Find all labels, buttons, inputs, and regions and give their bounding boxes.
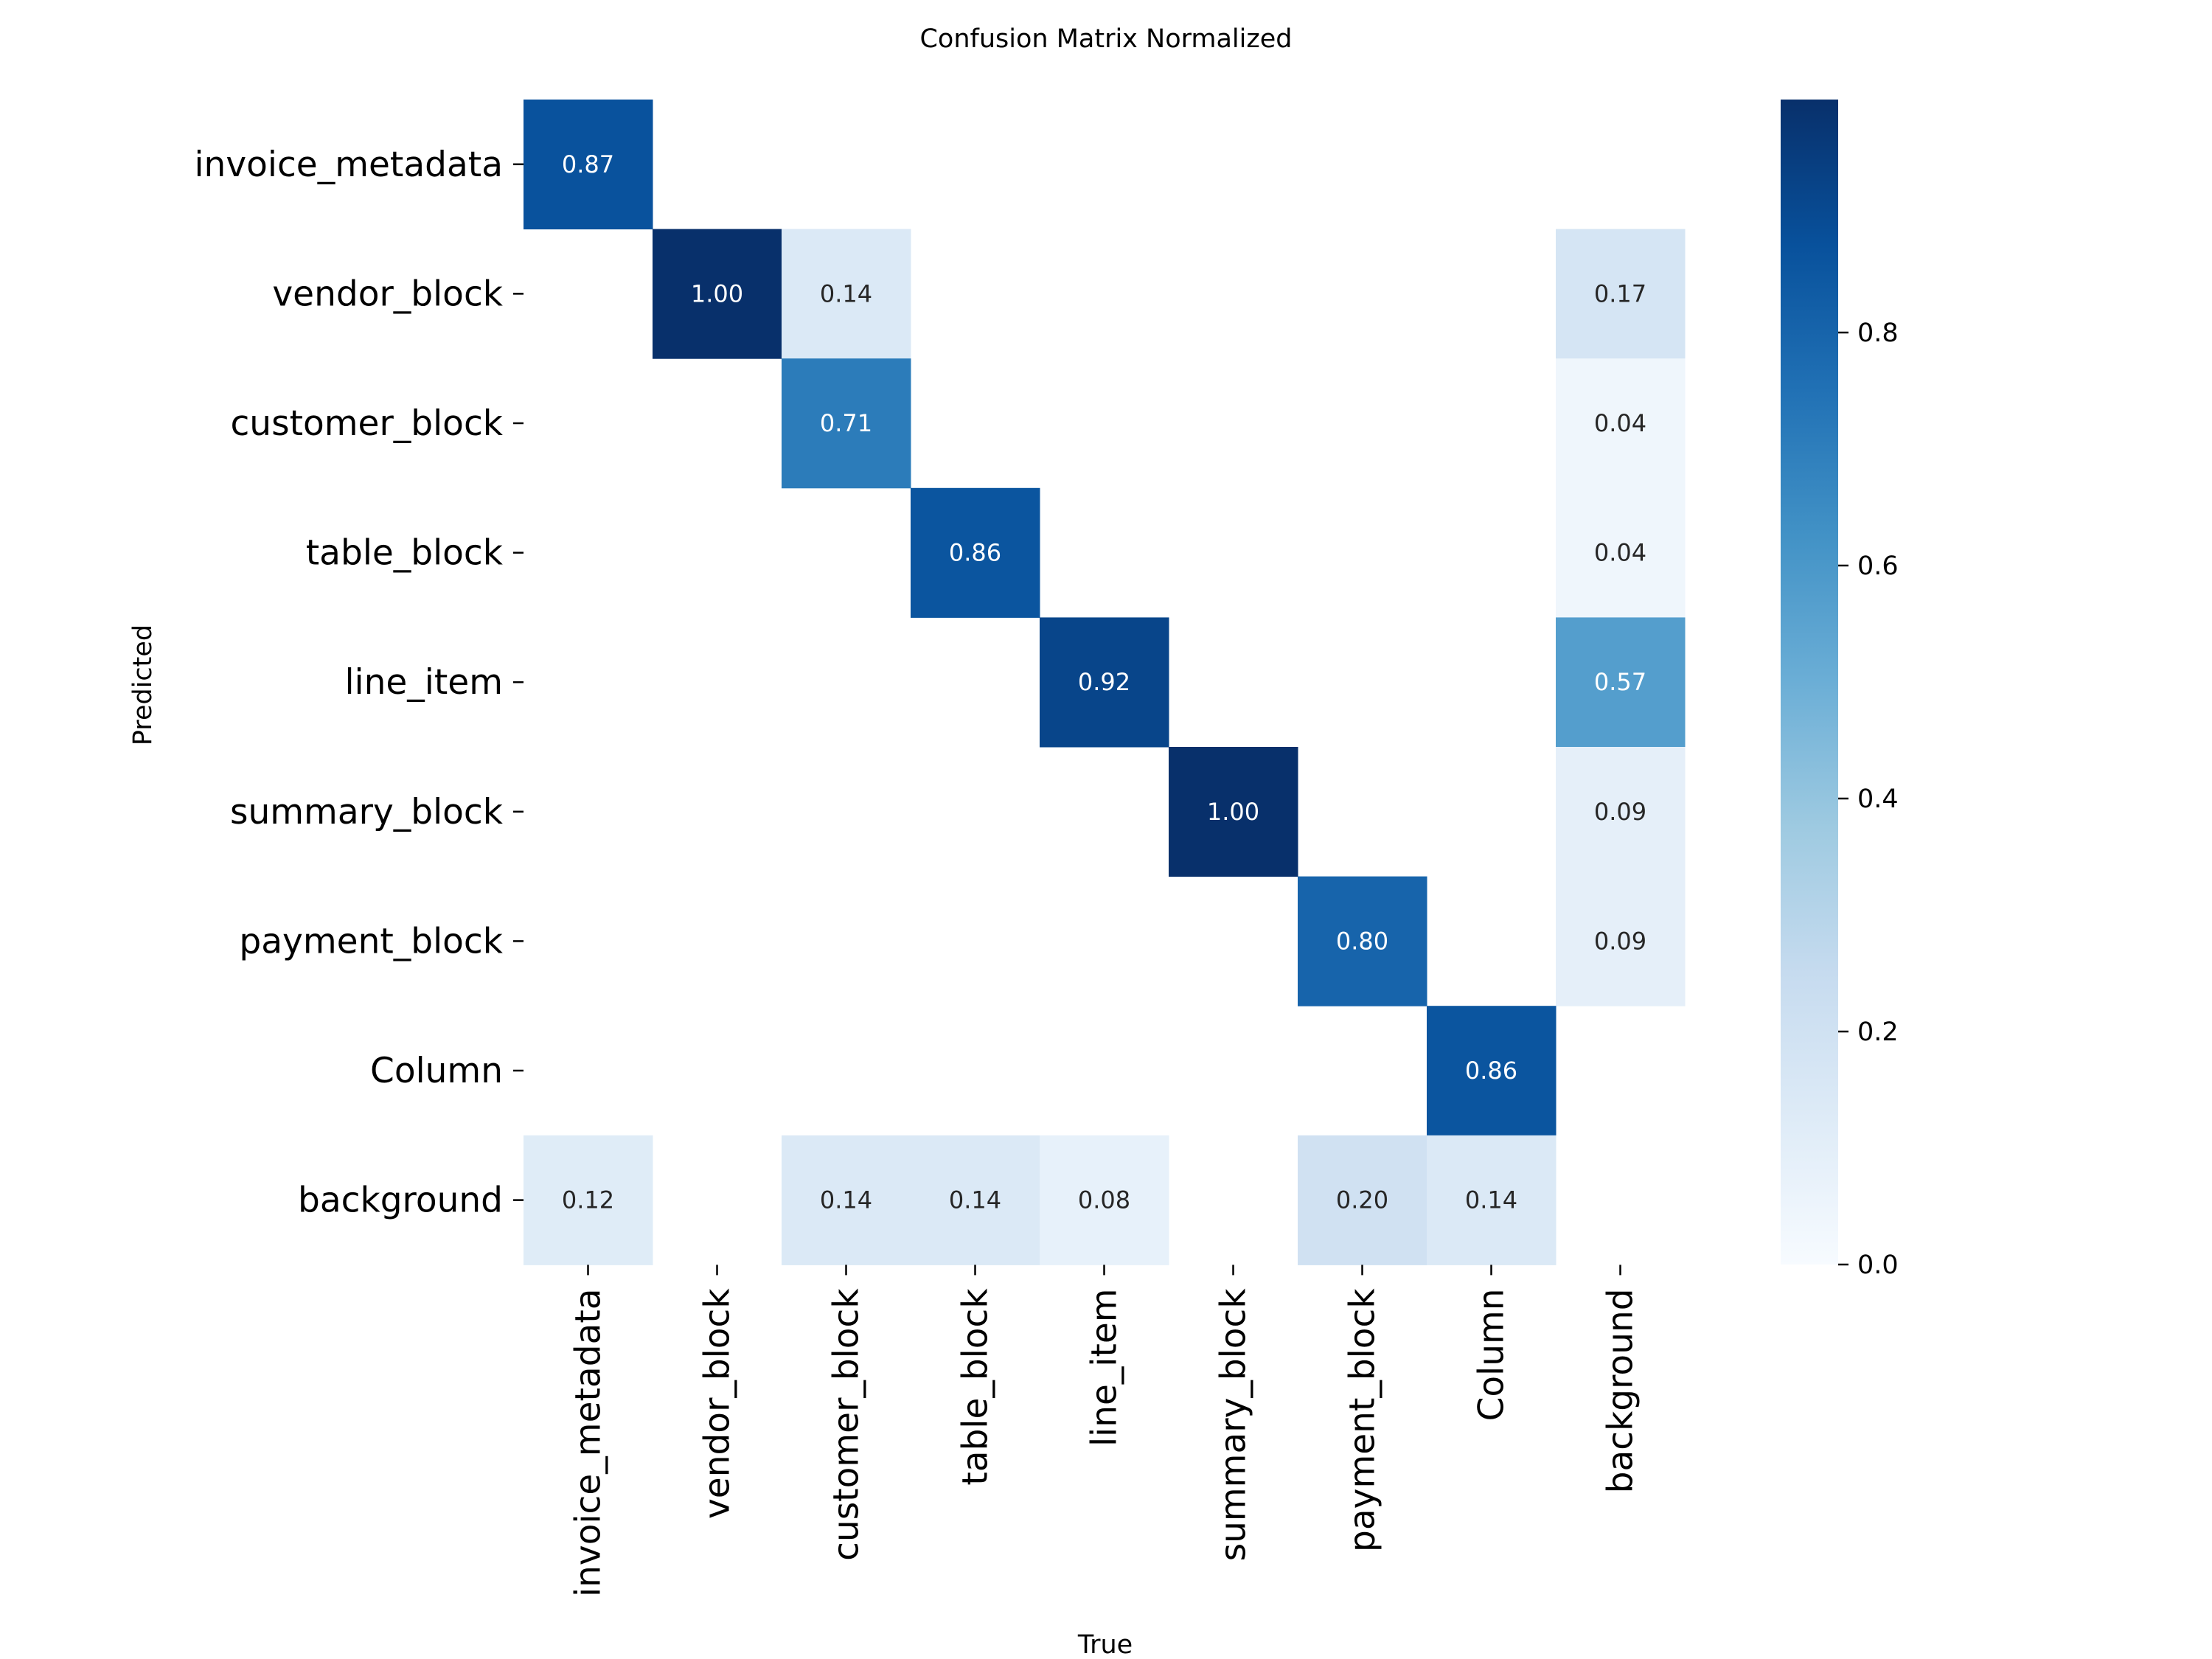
cell-value-label: 0.08	[1078, 1186, 1130, 1214]
cell-value-label: 0.92	[1078, 668, 1130, 696]
y-axis-ticks: invoice_metadata vendor_block customer_blo…	[194, 145, 524, 1221]
x-tick-label: Column	[1472, 1288, 1512, 1421]
x-tick-label: customer_block	[827, 1288, 867, 1561]
cell-value-label: 0.04	[1594, 539, 1646, 567]
y-tick-label: invoice_metadata	[194, 145, 503, 185]
heatmap-cell	[911, 1135, 1040, 1265]
cell-value-label: 0.12	[562, 1186, 614, 1214]
heatmap-cell	[1040, 1135, 1169, 1265]
y-tick-label: Column	[370, 1051, 503, 1091]
heatmap-cell	[1556, 617, 1686, 748]
y-axis-label: Predicted	[128, 625, 158, 745]
colorbar-tick-label: 0.2	[1857, 1018, 1899, 1047]
cell-value-label: 0.14	[1465, 1186, 1517, 1214]
x-tick-label: line_item	[1085, 1288, 1125, 1447]
y-tick-label: vendor_block	[272, 274, 503, 314]
cell-value-label: 0.80	[1336, 927, 1388, 955]
cell-value-label: 0.14	[820, 1186, 872, 1214]
colorbar-tick-label: 0.4	[1857, 785, 1899, 814]
y-tick-label: customer_block	[230, 403, 503, 444]
colorbar-tick-label: 0.8	[1857, 319, 1899, 348]
heatmap-cell	[1556, 487, 1686, 618]
heatmap-cell	[782, 358, 911, 489]
colorbar-ticks: 0.0 0.2 0.4 0.6 0.8	[1838, 319, 1899, 1280]
x-axis-ticks: invoice_metadata vendor_block customer_blo…	[568, 1265, 1641, 1597]
cell-value-label: 0.86	[949, 539, 1001, 567]
heatmap-cell	[911, 487, 1040, 618]
chart-title: Confusion Matrix Normalized	[919, 24, 1292, 54]
colorbar-tick-label: 0.0	[1857, 1251, 1899, 1280]
cell-value-label: 1.00	[1207, 798, 1259, 826]
x-tick-label: summary_block	[1214, 1288, 1254, 1562]
y-tick-label: table_block	[306, 533, 504, 574]
heatmap-cell	[524, 1135, 653, 1265]
cell-value-label: 0.87	[562, 150, 614, 178]
heatmap-cell	[653, 229, 782, 359]
colorbar-tick-label: 0.6	[1857, 552, 1899, 581]
cell-value-label: 0.17	[1594, 279, 1646, 307]
heatmap-cell	[1427, 1135, 1557, 1265]
cell-value-label: 0.20	[1336, 1186, 1388, 1214]
heatmap-cell	[1298, 876, 1427, 1006]
cell-value-label: 0.14	[949, 1186, 1001, 1214]
heatmap-cell	[1298, 1135, 1427, 1265]
heatmap-cell	[1556, 229, 1686, 359]
heatmap-cell	[1556, 358, 1686, 489]
x-tick-label: background	[1601, 1288, 1641, 1493]
cell-value-label: 0.09	[1594, 927, 1646, 955]
heatmap-cell	[782, 1135, 911, 1265]
y-tick-label: line_item	[344, 662, 503, 703]
heatmap-cell	[524, 100, 653, 230]
cell-value-label: 0.71	[820, 409, 872, 437]
y-tick-label: summary_block	[230, 792, 504, 832]
heatmap-cells: 0.87 1.00 0.14 0.17 0.71 0.04 0.86 0.04 0.92 0.57…	[524, 100, 1686, 1265]
y-tick-label: background	[298, 1180, 503, 1221]
heatmap-cell	[1169, 747, 1298, 877]
x-tick-label: table_block	[956, 1288, 996, 1486]
cell-value-label: 1.00	[691, 279, 743, 307]
heatmap-cell	[1040, 617, 1169, 748]
heatmap-cell	[782, 229, 911, 359]
heatmap-cell	[1427, 1006, 1557, 1136]
x-tick-label: invoice_metadata	[568, 1288, 609, 1597]
cell-value-label: 0.09	[1594, 798, 1646, 826]
x-tick-label: payment_block	[1343, 1288, 1383, 1552]
y-tick-label: payment_block	[239, 921, 503, 961]
cell-value-label: 0.14	[820, 279, 872, 307]
heatmap-cell	[1556, 747, 1686, 877]
x-axis-label: True	[1077, 1630, 1133, 1659]
colorbar	[1781, 100, 1838, 1265]
cell-value-label: 0.86	[1465, 1057, 1517, 1085]
cell-value-label: 0.04	[1594, 409, 1646, 437]
cell-value-label: 0.57	[1594, 668, 1646, 696]
heatmap-cell	[1556, 876, 1686, 1006]
x-tick-label: vendor_block	[698, 1288, 738, 1519]
